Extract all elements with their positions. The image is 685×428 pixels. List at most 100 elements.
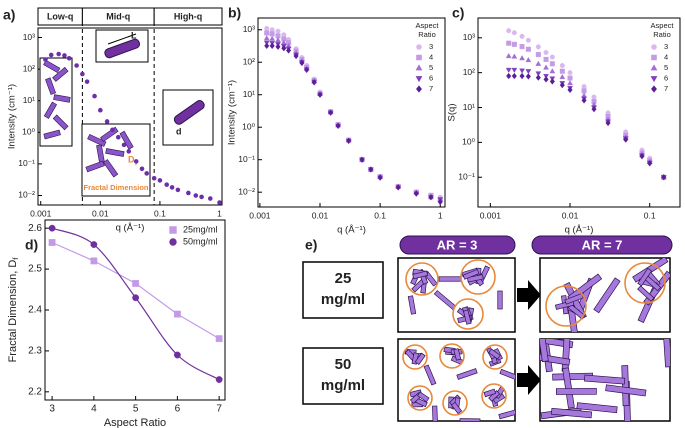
x-axis-label: Aspect Ratio [104,417,166,428]
data-point [567,80,573,86]
rod [423,364,437,386]
legend-marker [416,85,422,93]
inset-label: d [176,126,182,136]
data-point [328,109,334,116]
plot-frame [37,27,223,206]
x-tick-label: 3 [49,404,55,415]
rod [407,295,417,315]
x-axis-label: q (Å⁻¹) [116,223,145,234]
data-point [263,35,270,41]
y-tick-label: 2.6 [28,223,42,234]
rod [450,401,463,415]
rod [414,352,426,365]
data-point [506,72,512,80]
y-tick-label: 10³ [243,24,255,34]
cluster-outline [405,262,439,296]
legend-marker [416,44,422,50]
data-point [525,69,532,75]
cluster-outline [482,344,508,370]
y-tick-label: 2.3 [28,346,42,357]
data-point [549,68,556,74]
inset-rod [173,100,205,125]
rod [540,352,571,366]
legend-marker [651,85,657,93]
rod [540,339,574,349]
y-tick-label: 2.5 [28,264,42,275]
y-axis-label: Intensity (cm⁻¹) [7,84,18,149]
legend-marker [650,64,658,71]
data-point [144,171,150,176]
data-point [525,57,532,63]
data-point [264,25,270,31]
data-point [543,76,549,83]
rod [438,276,462,282]
panel-label: b) [228,5,241,21]
y-tick-label: 10⁻¹ [238,154,255,164]
region-header-label: Low-q [47,11,74,21]
region-header-label: Mid-q [106,11,130,21]
data-point [80,71,85,77]
cluster-outline [624,262,666,304]
data-point [48,224,56,232]
panel-a-insets: L D f Fractal Dimension d [39,29,214,197]
data-point [525,46,531,52]
data-point [525,73,531,80]
data-point [264,42,270,50]
y-tick-label: 10² [463,67,475,77]
cluster-outline [442,390,468,416]
rod [550,407,593,419]
plot-frame [44,219,226,401]
data-point [506,28,512,34]
data-point [535,44,541,50]
legend-label: 4 [429,52,433,61]
inset-arrow [107,33,137,45]
data-point [543,64,549,70]
x-tick-label: 1 [217,208,222,218]
data-point [437,198,443,206]
data-point [505,67,512,73]
data-point [98,107,103,113]
y-axis-label: Fractal Dimension, Df [7,257,20,363]
row-header-label: 25 [335,270,352,287]
data-point [335,122,341,130]
data-point [62,53,67,58]
legend-label: 7 [664,84,668,93]
data-point [549,54,555,60]
data-point [169,185,175,190]
legend-label: 7 [429,84,433,93]
region-header [153,7,223,26]
x-tick-label: 0.001 [30,208,52,218]
data-point [43,57,48,62]
data-point [549,78,555,85]
row-header-label: mg/ml [321,377,365,394]
data-point [269,31,275,37]
legend-label: 5 [429,63,433,72]
legend-marker [650,76,658,83]
rod [576,402,618,414]
rod [637,285,655,302]
data-point [164,182,170,187]
data-point [591,98,597,104]
rod [555,387,597,395]
cluster-outline [452,298,484,330]
data-point [661,174,667,181]
panel-label: e) [305,237,317,253]
data-point [511,41,517,47]
rod [621,365,630,407]
legend-label: 3 [664,42,668,51]
x-tick-label: 0.1 [374,210,386,220]
data-point [368,166,374,173]
x-tick-label: 0.1 [644,210,656,220]
data-point [199,194,204,200]
y-tick-label: 10⁰ [242,121,255,131]
data-point [121,142,127,148]
inset-label: f [135,162,138,168]
data-point [581,97,587,104]
region-header-label: High-q [174,11,203,21]
data-point [286,40,292,46]
y-tick-label: 10⁻¹ [458,171,475,181]
data-point [519,33,525,39]
data-point [215,376,223,383]
data-point [48,239,56,246]
